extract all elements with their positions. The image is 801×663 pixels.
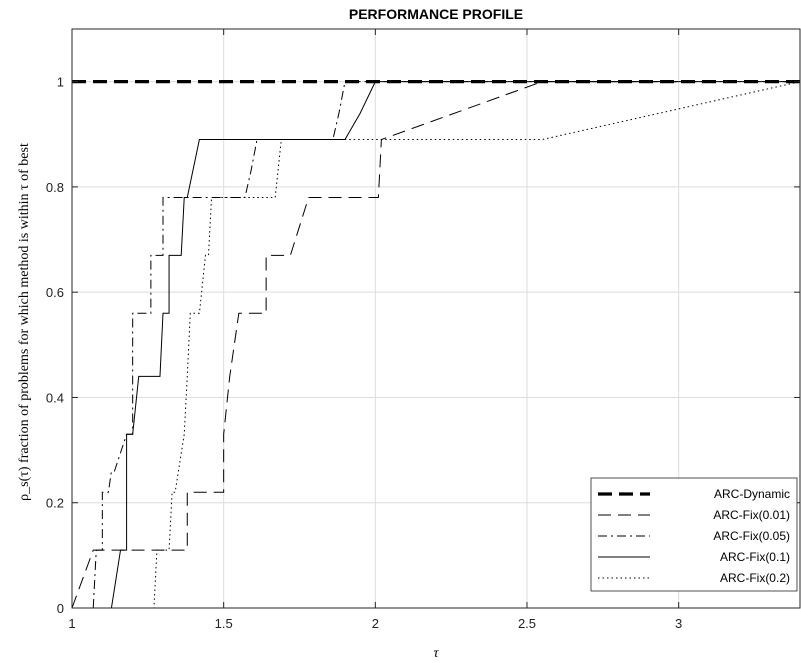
x-tick-label: 1.5 (215, 616, 233, 631)
legend-entry-label: ARC-Fix(0.01) (713, 508, 790, 522)
y-axis-label: ρ_s(τ) fraction of problems for which me… (17, 143, 32, 501)
x-tick-label: 2.5 (518, 616, 536, 631)
legend-box (590, 477, 798, 592)
y-tick-label: 0.4 (46, 390, 64, 405)
chart-title: PERFORMANCE PROFILE (349, 6, 523, 22)
series-line-arc-fix-0-05 (92, 81, 800, 609)
x-tick-label: 1 (68, 616, 75, 631)
x-axis-label: τ (433, 646, 439, 661)
y-tick-label: 0.2 (46, 496, 64, 511)
y-tick-label: 0 (57, 601, 64, 616)
y-tick-label: 0.6 (46, 285, 64, 300)
series-layer (71, 80, 801, 609)
axis-ticks: 1 1.5 2 2.5 3 0 0.2 0.4 0.6 0.8 1 (46, 29, 800, 631)
legend-entry-label: ARC-Fix(0.2) (720, 571, 790, 585)
legend-entry-label: ARC-Fix(0.1) (720, 550, 790, 564)
legend-entry-label: ARC-Dynamic (714, 487, 790, 501)
legend: ARC-Dynamic ARC-Fix(0.01) ARC-Fix(0.05) ARC… (590, 477, 798, 592)
legend-entry-label: ARC-Fix(0.05) (713, 529, 790, 543)
x-tick-label: 2 (372, 616, 379, 631)
series-line-arc-fix-0-1 (72, 81, 800, 609)
series-line-arc-fix-0-01 (71, 81, 800, 609)
plot-frame (71, 28, 801, 609)
y-tick-label: 0.8 (46, 180, 64, 195)
x-tick-label: 3 (675, 616, 682, 631)
y-tick-label: 1 (57, 75, 64, 90)
